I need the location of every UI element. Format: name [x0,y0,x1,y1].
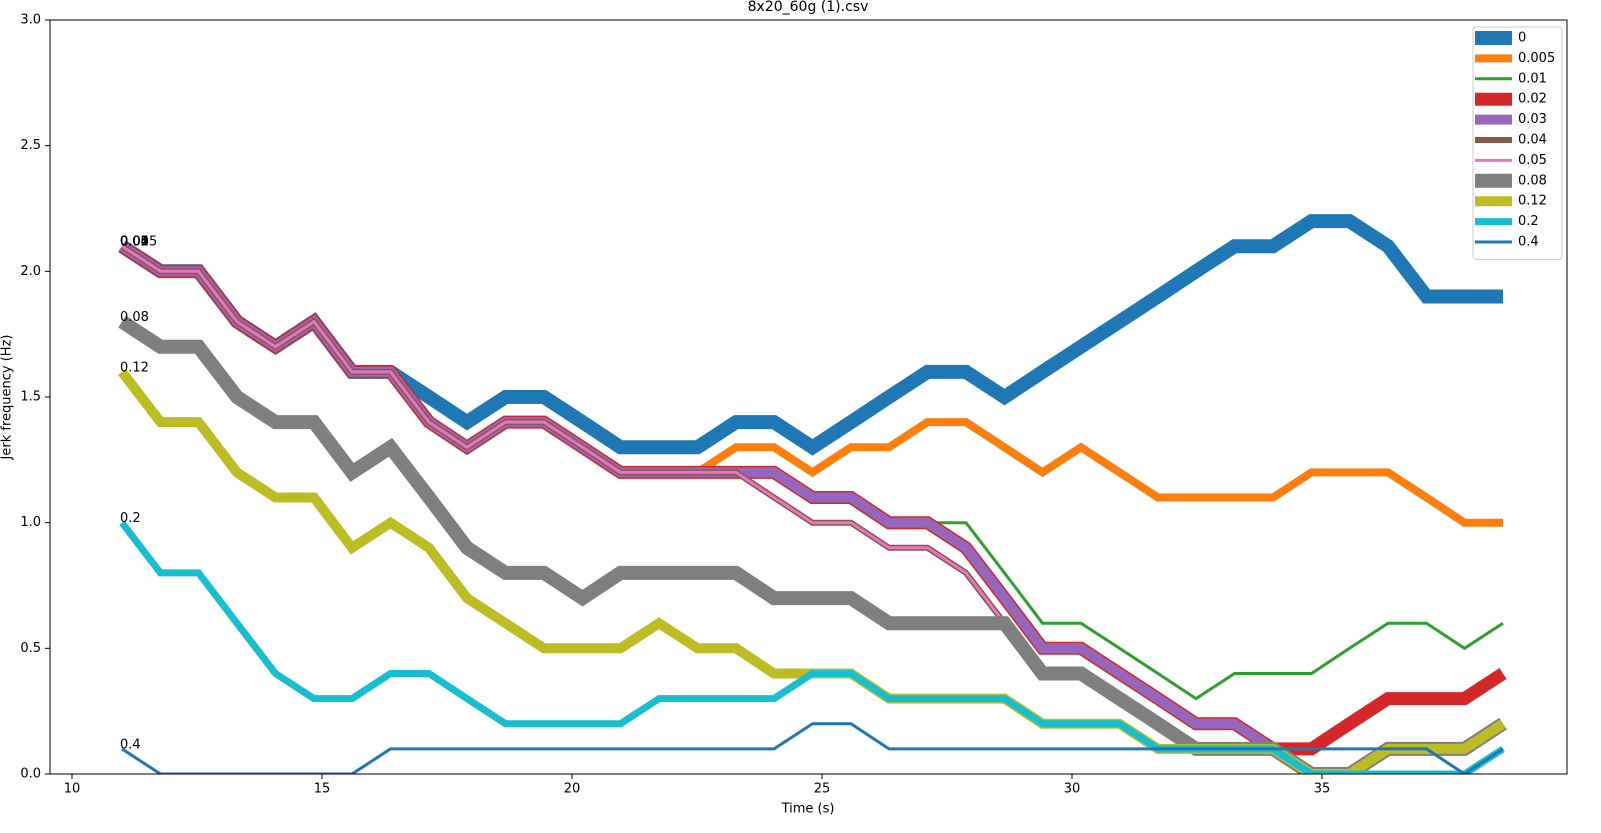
line [121,722,1504,774]
y-axis-label: Jerk frequency (Hz) [0,335,15,461]
x-tick-label: 35 [1314,782,1331,797]
annotation: 0.04 [120,235,149,250]
legend-label: 0.02 [1518,92,1547,107]
y-tick-label: 2.0 [20,264,41,279]
plot-frame [49,19,1568,775]
x-tick-label: 25 [814,782,831,797]
y-tick-label: 2.5 [20,138,41,153]
line [118,315,1507,774]
annotation: 0.02 [120,235,149,250]
legend-label: 0.4 [1518,235,1539,250]
y-tick-label: 0.0 [20,767,41,782]
y-tick-label: 0.5 [20,641,41,656]
legend-label: 0.2 [1518,214,1539,229]
annotation: 0.08 [120,310,149,325]
legend-label: 0 [1518,31,1526,46]
legend-label: 0.01 [1518,71,1547,86]
y-tick-label: 3.0 [20,13,41,28]
annotation: 0.005 [120,235,157,250]
y-tick-label: 1.0 [20,515,41,530]
legend-label: 0.05 [1518,153,1547,168]
x-tick-label: 15 [314,782,331,797]
annotation: 0.2 [120,511,141,526]
annotation: 0.05 [120,235,149,250]
annotation: 0.01 [120,235,149,250]
line [119,242,1503,527]
legend-label: 0.12 [1518,194,1547,209]
legend-label: 0.04 [1518,133,1547,148]
x-tick-label: 20 [564,782,581,797]
annotation: 0.12 [120,360,149,375]
line [119,520,1505,774]
y-tick-label: 1.5 [20,390,41,405]
legend-label: 0.08 [1518,173,1547,188]
annotation: 0.03 [120,235,149,250]
x-tick-label: 10 [64,782,81,797]
chart-title: 8x20_60g (1).csv [748,0,869,15]
legend-label: 0.03 [1518,112,1547,127]
annotation: 0 [120,235,128,250]
annotation: 0.4 [120,737,141,752]
legend-label: 0.005 [1518,51,1555,66]
x-axis-label: Time (s) [781,802,835,817]
x-tick-label: 30 [1064,782,1081,797]
